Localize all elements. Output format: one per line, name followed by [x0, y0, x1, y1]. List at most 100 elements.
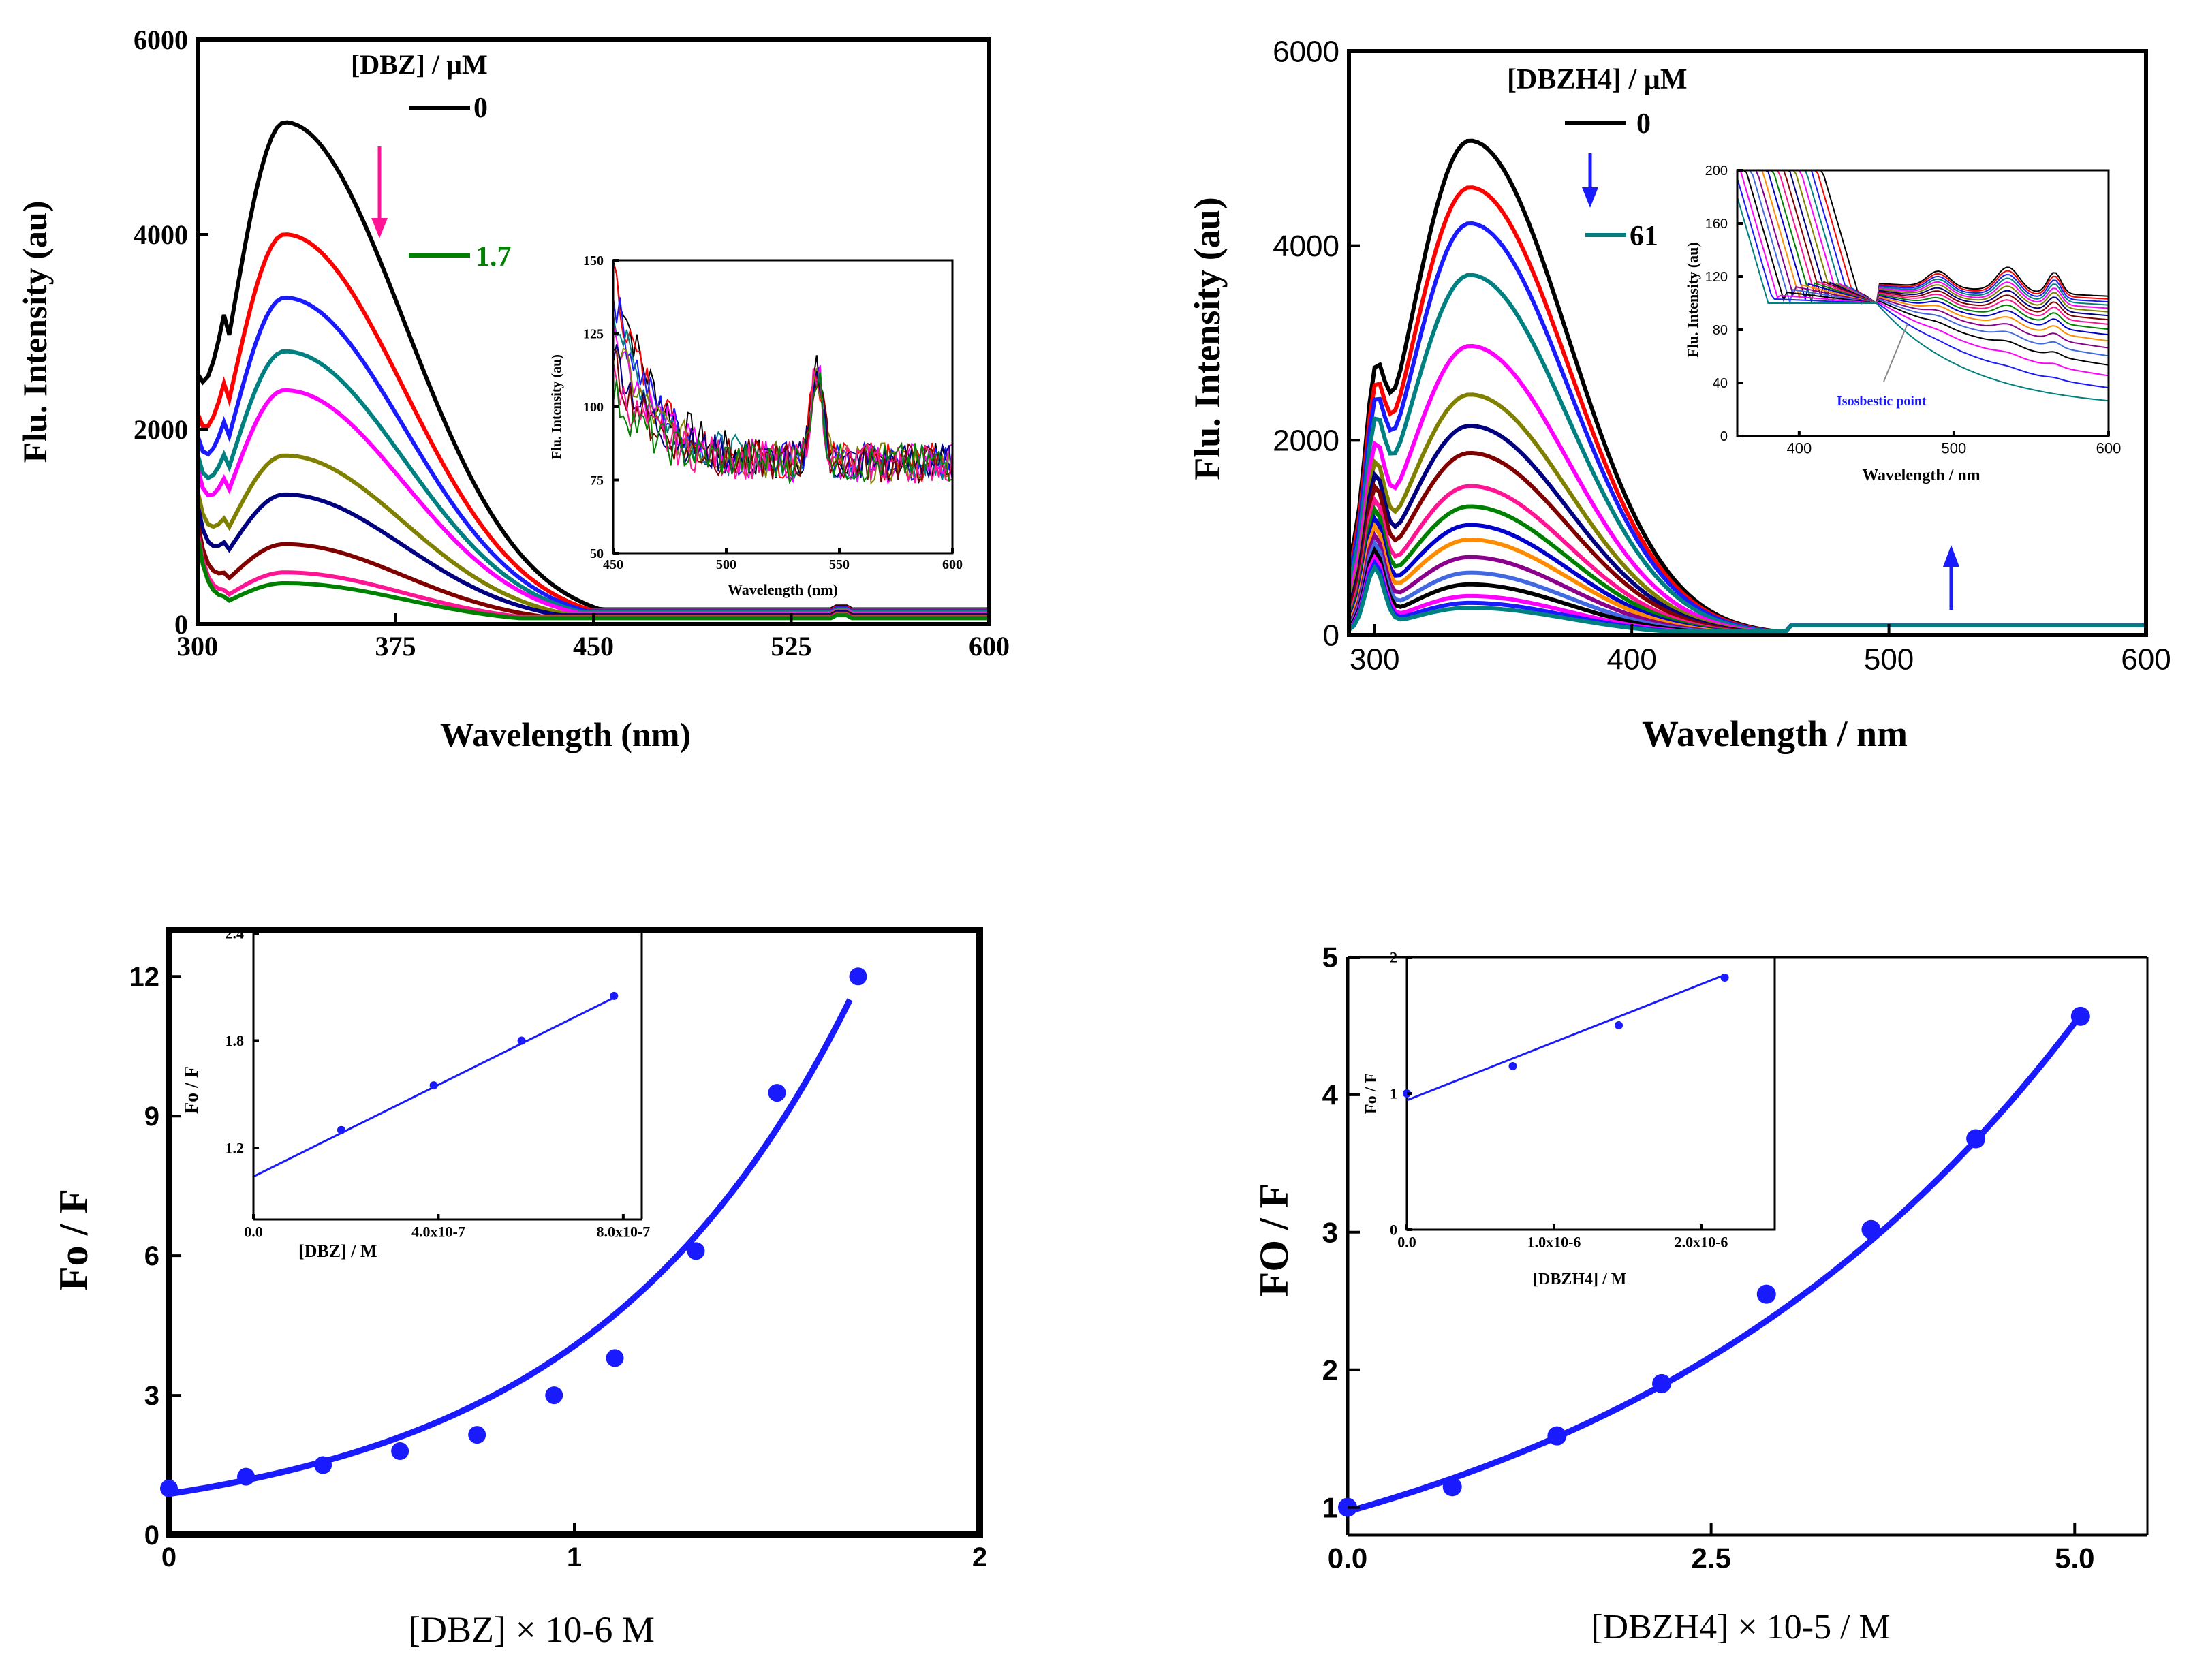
panel-d-y-tick-label: 2	[1322, 1354, 1338, 1386]
panel-a-inset-x-tick-label: 600	[942, 557, 963, 572]
panel-c-data-point	[391, 1442, 409, 1461]
panel-b-inset-y-tick-label: 200	[1705, 164, 1728, 178]
panel-c-x-tick-label: 1	[567, 1542, 582, 1572]
panel-c-data-point	[768, 1084, 786, 1102]
panel-a-inset: 450 500 550 600 50 75 100 125 150 Wavelength (nm…	[549, 253, 963, 598]
panel-d-inset-fit-line	[1406, 974, 1726, 1102]
panel-b-inset-trace-10	[1737, 170, 2109, 336]
panel-a-y-tick-label: 6000	[134, 25, 188, 55]
panel-d-inset-x-tick-label: 0.0	[1397, 1233, 1416, 1250]
panel-d-data-point	[1861, 1219, 1881, 1239]
panel-c-x-tick-label: 0	[161, 1542, 176, 1572]
panel-c-x-axis-label: [DBZ] × 10-6 M	[408, 1609, 655, 1650]
panel-b-isosbestic-pointer	[1883, 323, 1908, 382]
panel-a-legend-start-label: 0	[473, 93, 488, 124]
panel-d-inset-x-tick-label: 2.0x10-6	[1675, 1233, 1728, 1250]
panel-d-inset-point	[1720, 974, 1729, 982]
panel-a-y-tick-label: 4000	[134, 219, 188, 250]
panel-a-inset-x-tick-label: 500	[716, 557, 736, 572]
panel-b-inset-y-tick-label: 0	[1720, 429, 1728, 444]
panel-b-isosbestic-label: Isosbestic point	[1837, 394, 1927, 409]
panel-c-y-axis-label: Fo / F	[51, 1189, 96, 1291]
panel-c-inset-point	[337, 1125, 345, 1134]
panel-a-inset-y-tick-label: 150	[583, 253, 604, 268]
panel-d-y-tick-label: 4	[1322, 1079, 1339, 1111]
panel-b-increase-arrow-head	[1943, 545, 1959, 567]
panel-a-inset-y-tick-label: 50	[590, 546, 604, 561]
panel-c-data-point	[160, 1479, 178, 1497]
panel-c-fit-curve	[168, 998, 853, 1497]
panel-d-inset-y-tick-label: 1	[1390, 1085, 1397, 1102]
panel-c-inset-y-tick-label: 1.2	[226, 1140, 245, 1157]
panel-c-inset-x-label: [DBZ] / M	[298, 1241, 377, 1261]
panel-d-data-point	[1652, 1373, 1672, 1393]
panel-a-inset-ticks: 450 500 550 600 50 75 100 125 150	[583, 253, 963, 572]
panel-d-y-axis-label: FO / F	[1252, 1183, 1296, 1297]
panel-b-legend-title: [DBZH4] / µM	[1507, 64, 1688, 95]
panel-a-x-tick-label: 300	[177, 631, 218, 662]
panel-c-y-tick-label: 12	[129, 962, 160, 992]
panel-a-inset-y-tick-label: 100	[583, 400, 604, 415]
panel-b-series-14	[1347, 546, 2146, 634]
panel-b-inset-trace-6	[1737, 170, 2109, 317]
panel-b-y-axis-label: Flu. Intensity (au)	[1187, 197, 1228, 480]
panel-c-inset-x-tick-label: 0.0	[244, 1223, 263, 1240]
panel-c-inset-point	[610, 991, 619, 1000]
panel-d-data-point	[1442, 1477, 1462, 1497]
panel-d-data-point	[2070, 1006, 2090, 1026]
panel-d-inset-plot	[1403, 974, 1729, 1102]
panel-c-inset-x-tick-label: 4.0x10-7	[411, 1223, 465, 1240]
panel-d-x-axis-label: [DBZH4] × 10-5 / M	[1591, 1608, 1891, 1647]
panel-d-inset-y-label: Fo / F	[1363, 1073, 1380, 1114]
panel-a-inset-x-tick-label: 450	[603, 557, 623, 572]
panel-b-legend-end-label: 61	[1630, 221, 1658, 252]
panel-b-y-tick-label: 6000	[1273, 35, 1339, 68]
panel-b-inset-trace-7	[1737, 170, 2109, 321]
panel-d-inset-point	[1508, 1062, 1517, 1070]
panel-c-y-tick-label: 3	[144, 1381, 159, 1411]
panel-c-inset-background	[253, 933, 642, 1219]
panel-b-y-tick-label: 2000	[1273, 424, 1339, 458]
panel-b-series-17	[1348, 563, 2146, 634]
panel-a-inset-trace-1.7	[612, 372, 953, 484]
panel-d-data-point	[1966, 1129, 1986, 1149]
panel-a-inset-curves	[612, 260, 953, 485]
panel-b-inset-trace-15	[1737, 170, 2109, 377]
panel-a-x-tick-label: 525	[771, 631, 812, 662]
panel-b-inset-x-label: Wavelength / nm	[1862, 467, 1980, 484]
panel-b-inset-trace-16	[1737, 178, 2109, 389]
panel-d-inset-point	[1615, 1021, 1623, 1029]
panel-d: 0.0 2.5 5.0 1 2 3 4 5 [DBZH4] × 10-5 / M FO / F…	[1252, 942, 2149, 1647]
panel-a-x-axis-label: Wavelength (nm)	[440, 715, 691, 753]
panel-b-x-tick-label: 600	[2121, 643, 2171, 676]
panel-b-x-tick-label: 300	[1350, 643, 1399, 676]
panel-a-y-tick-label: 0	[174, 609, 188, 640]
panel-c-data-point	[468, 1426, 486, 1444]
panel-b-inset-y-tick-label: 160	[1705, 217, 1728, 232]
panel-d-data-point	[1547, 1426, 1567, 1446]
panel-a-inset-x-tick-label: 550	[829, 557, 850, 572]
panel-b-series-6	[1347, 423, 2146, 634]
panel-c-inset-y-tick-label: 2.4	[226, 925, 245, 942]
panel-b-inset-ticks: 400 500 600 0 40 80 120 160 200	[1705, 164, 2122, 456]
panel-c-inset-plot	[253, 991, 619, 1178]
panel-b-inset-trace-14	[1737, 170, 2109, 366]
panel-d-data-point	[1756, 1284, 1776, 1304]
panel-a-inset-y-tick-label: 125	[583, 327, 604, 342]
panel-b-inset-trace-12	[1737, 170, 2109, 349]
panel-d-x-tick-label: 2.5	[1691, 1542, 1730, 1574]
panel-c-inset-ticks: 0.0 4.0x10-7 8.0x10-7 1.2 1.8 2.4	[226, 925, 651, 1241]
panel-b-plot-frame	[1347, 49, 2148, 637]
panel-a-y-axis-label: Flu. Intensity (au)	[16, 201, 54, 463]
panel-c-y-tick-label: 9	[144, 1102, 159, 1132]
panel-a-x-tick-label: 450	[573, 631, 614, 662]
panel-c-data-point	[849, 967, 867, 986]
panel-b-inset-x-tick-label: 500	[1942, 439, 1967, 456]
panel-b-decrease-arrow-head	[1582, 187, 1598, 208]
panel-a-x-tick-label: 375	[375, 631, 416, 662]
panel-c-y-tick-label: 6	[144, 1241, 159, 1271]
panel-b-series-15	[1347, 553, 2146, 634]
panel-b-inset-trace-13	[1737, 170, 2109, 357]
